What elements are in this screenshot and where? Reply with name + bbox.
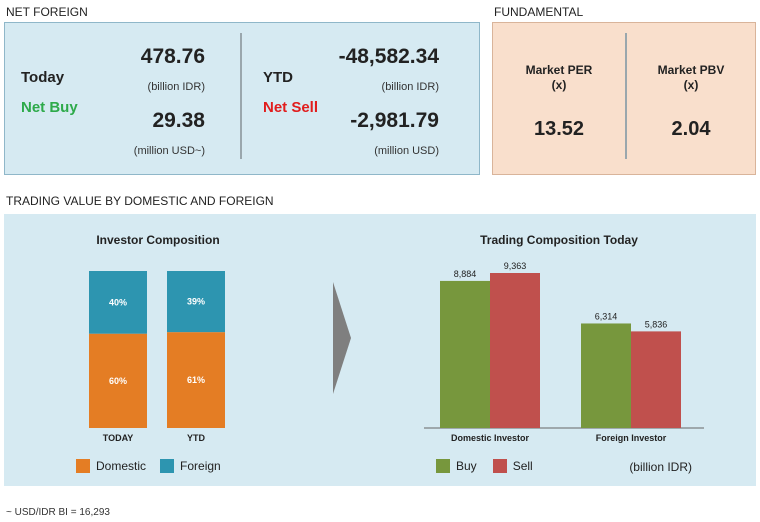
market-pbv-label-line1: Market PBV	[657, 63, 725, 77]
sell-bar	[631, 331, 681, 428]
legend-domestic-label: Domestic	[96, 459, 147, 473]
market-per-label-line1: Market PER	[525, 63, 593, 77]
fundamental-title: FUNDAMENTAL	[494, 5, 584, 19]
trading-value-title: TRADING VALUE BY DOMESTIC AND FOREIGN	[6, 194, 274, 208]
fundamental-panel: Market PER (x) 13.52 Market PBV (x) 2.04	[492, 22, 756, 175]
today-value-usd: 29.38	[152, 109, 205, 132]
sell-bar	[490, 273, 540, 428]
legend-sell-label: Sell	[512, 459, 533, 473]
foreign-data-label: 40%	[109, 297, 127, 307]
market-pbv-label: Market PBV (x)	[627, 63, 755, 93]
ytd-label: YTD	[263, 69, 293, 86]
flow-arrow-icon	[333, 282, 351, 394]
foreign-bar	[167, 271, 225, 333]
trading-value-charts: 40% 60% TODAY 39% 61% YTD 8,884 9,363 Domestic …	[89, 261, 704, 443]
ytd-unit-idr: (billion IDR)	[381, 81, 439, 93]
category-tick-label: TODAY	[103, 433, 134, 443]
ytd-unit-usd: (million USD)	[374, 145, 439, 157]
today-label: Today	[21, 69, 65, 86]
today-value-idr: 478.76	[140, 45, 205, 68]
market-per-value: 13.52	[533, 118, 585, 140]
net-foreign-divider	[240, 33, 242, 159]
market-per-label-line2: (x)	[551, 78, 567, 92]
net-foreign-panel: Today Net Buy 478.76 (billion IDR) 29.38…	[4, 22, 480, 175]
today-unit-usd: (million USD~)	[133, 145, 205, 157]
category-tick-label: YTD	[187, 433, 206, 443]
foreign-bar	[89, 271, 147, 334]
buy-data-label: 6,314	[595, 311, 618, 321]
category-tick-label: Foreign Investor	[596, 433, 667, 443]
investor-composition-chart: 40% 60% TODAY 39% 61% YTD	[89, 271, 225, 443]
category-tick-label: Domestic Investor	[451, 433, 530, 443]
fundamental-divider	[625, 33, 627, 159]
investor-composition-legend: Domestic Foreign	[76, 459, 221, 473]
ytd-status: Net Sell	[263, 99, 319, 116]
buy-data-label: 8,884	[454, 269, 477, 279]
legend-foreign-label: Foreign	[180, 459, 221, 473]
legend-sell-swatch	[492, 459, 507, 473]
today-unit-idr: (billion IDR)	[147, 81, 205, 93]
market-pbv-value: 2.04	[671, 118, 711, 140]
buy-bar	[440, 280, 490, 428]
trading-composition-title: Trading Composition Today	[480, 233, 638, 247]
investor-composition-title: Investor Composition	[96, 233, 220, 247]
domestic-bar	[167, 332, 225, 428]
domestic-data-label: 61%	[187, 375, 205, 385]
net-foreign-title: NET FOREIGN	[6, 5, 88, 19]
foreign-data-label: 39%	[187, 297, 205, 307]
trading-value-panel: Investor Composition 40% 60% TODAY 39% 61% YT…	[4, 214, 756, 486]
ytd-value-usd: -2,981.79	[350, 109, 439, 132]
legend-buy-label: Buy	[456, 459, 477, 473]
legend-buy-swatch	[436, 459, 450, 473]
market-pbv-label-line2: (x)	[683, 78, 699, 92]
market-per-label: Market PER (x)	[495, 63, 623, 93]
legend-domestic-swatch	[76, 459, 90, 473]
sell-data-label: 5,836	[645, 319, 668, 329]
today-status: Net Buy	[21, 99, 78, 116]
ytd-value-idr: -48,582.34	[338, 45, 439, 68]
legend-foreign-swatch	[160, 459, 175, 473]
sell-data-label: 9,363	[504, 261, 527, 271]
domestic-bar	[89, 333, 147, 428]
domestic-data-label: 60%	[109, 376, 127, 386]
trading-composition-legend: Buy Sell	[436, 459, 533, 473]
buy-bar	[581, 323, 631, 428]
trading-composition-chart: 8,884 9,363 Domestic Investor 6,314 5,836 For…	[424, 261, 704, 443]
exchange-rate-footnote: ~ USD/IDR BI = 16,293	[6, 507, 110, 518]
trading-unit-label: (billion IDR)	[629, 460, 692, 474]
